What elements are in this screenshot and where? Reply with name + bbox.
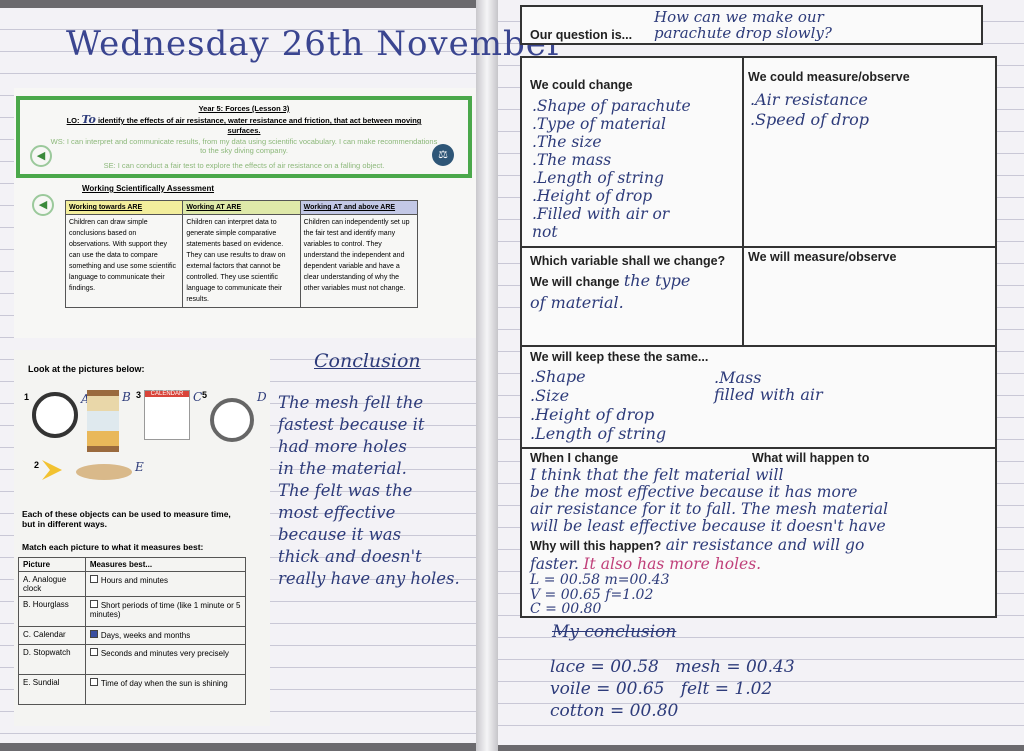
why-block: Why will this happen? air resistance and…: [530, 536, 990, 574]
my-conclusion-heading: My conclusion: [552, 622, 677, 642]
calendar-picture: 3 CALENDAR C: [136, 390, 202, 440]
will-measure-label: We will measure/observe: [748, 250, 897, 264]
keep-same-list: .Shape .Size .Height of drop .Length of …: [530, 367, 667, 443]
match-row: A. Analogue clock Hours and minutes: [18, 571, 247, 597]
keep-same-label: We will keep these the same...: [530, 350, 709, 364]
match-checkbox[interactable]: [89, 575, 98, 583]
picture-letter: C: [193, 390, 203, 404]
se-objective: SE: I can conduct a fair test to explore…: [103, 161, 385, 170]
picture-number: 2: [34, 460, 40, 470]
question-answer: How can we make our parachute drop slowl…: [654, 8, 832, 42]
match-header: Picture: [18, 557, 86, 572]
measure-cell: Time of day when the sun is shining: [100, 679, 228, 688]
objectives-sheet: Year 5: Forces (Lesson 3) LO: To identif…: [14, 88, 476, 338]
prediction-text: I think that the felt material will be t…: [530, 466, 889, 535]
picture-letter: B: [122, 390, 131, 404]
time-worksheet: Look at the pictures below: 1 A B 3 CALENDAR…: [14, 350, 270, 726]
hourglass-picture: B: [84, 390, 131, 452]
lo-text: identify the effects of air resistance, …: [97, 116, 422, 135]
picture-letter: D: [257, 390, 267, 404]
picture-number: 5: [202, 390, 208, 400]
scales-icon: ⚖: [432, 144, 454, 166]
question-label: Our question is...: [530, 28, 633, 42]
match-header: Measures best...: [84, 557, 247, 572]
could-measure-label: We could measure/observe: [748, 70, 910, 84]
conclusion-text: The mesh fell the fastest because it had…: [278, 393, 460, 588]
planning-grid: We could change .Shape of parachute .Typ…: [520, 56, 997, 618]
picture-cell: B. Hourglass: [18, 596, 86, 627]
which-variable-label: Which variable shall we change? We will …: [530, 254, 726, 289]
picture-number: 3: [136, 390, 142, 400]
why-text-pink: It also has more holes.: [583, 555, 762, 573]
match-row: E. Sundial Time of day when the sun is sh…: [18, 674, 247, 705]
when-change-label: When I change: [530, 451, 619, 465]
lo-prefix: LO:: [66, 116, 80, 125]
learning-objective: LO: To identify the effects of air resis…: [50, 113, 438, 135]
book-spine: [476, 0, 498, 751]
my-conclusion-results: lace = 00.58 mesh = 00.43 voile = 00.65 …: [550, 657, 795, 721]
why-label: Why will this happen?: [530, 539, 662, 553]
assessment-header: Working AT ARE: [182, 200, 301, 215]
match-row: B. Hourglass Short periods of time (like …: [18, 596, 247, 627]
match-checkbox[interactable]: [89, 648, 98, 656]
calendar-icon: CALENDAR: [144, 390, 191, 440]
picture-letter: E: [135, 460, 144, 474]
ws-objective: WS: I can interpret and communicate resu…: [50, 137, 438, 155]
measure-cell: Seconds and minutes very precisely: [100, 649, 229, 658]
worksheet-text2: Match each picture to what it measures b…: [22, 542, 204, 552]
hourglass-icon: [87, 390, 119, 452]
match-row: C. Calendar Days, weeks and months: [18, 626, 247, 645]
picture-cell: E. Sundial: [18, 674, 86, 705]
measure-cell: Short periods of time (like 1 minute or …: [89, 601, 241, 619]
picture-cell: C. Calendar: [18, 626, 86, 645]
assessment-cell: Children can draw simple conclusions bas…: [64, 214, 184, 308]
match-table: Picture Measures best... A. Analogue clock…: [18, 557, 247, 705]
worksheet-text1: Each of these objects can be used to mea…: [22, 509, 231, 529]
clock-icon: [32, 392, 79, 438]
match-checkbox[interactable]: [89, 678, 98, 686]
results-notes: L = 00.58 m=00.43 V = 00.65 f=1.02 C = 0…: [530, 572, 670, 617]
lesson-heading: Year 5: Forces (Lesson 3): [198, 104, 290, 113]
picture-cell: D. Stopwatch: [18, 644, 86, 675]
measure-cell: Hours and minutes: [100, 576, 168, 585]
date-title: Wednesday 26th November: [66, 24, 565, 64]
megaphone-icon: ◀: [30, 145, 52, 167]
picture-letter: A: [81, 392, 90, 406]
objectives-box: Year 5: Forces (Lesson 3) LO: To identif…: [16, 96, 472, 178]
keep-same-list-2: .Mass filled with air: [714, 368, 823, 404]
measure-cell: Days, weeks and months: [100, 631, 191, 640]
could-change-label: We could change: [530, 78, 633, 92]
match-checkbox[interactable]: [89, 630, 98, 638]
assessment-title: Working Scientifically Assessment: [82, 184, 215, 193]
conclusion-heading: Conclusion: [314, 350, 421, 372]
what-happen-label: What will happen to: [752, 451, 870, 465]
stopwatch-icon: [210, 390, 255, 442]
match-checkbox[interactable]: [89, 600, 98, 608]
picture-number: 1: [24, 392, 30, 402]
lo-correction: To: [81, 113, 96, 126]
why-text: air resistance and will go faster.: [530, 536, 865, 573]
assessment-header: Working AT and above ARE: [299, 200, 419, 215]
could-measure-list: .Air resistance .Speed of drop: [750, 90, 869, 129]
match-row: D. Stopwatch Seconds and minutes very pre…: [18, 644, 247, 675]
sundial-icon: [42, 460, 133, 480]
which-variable-block: Which variable shall we change? We will …: [530, 252, 735, 314]
assessment-header: Working towards ARE: [64, 200, 184, 215]
assessment-table: Working towards ARE Working AT ARE Working…: [64, 200, 419, 308]
could-change-list: .Shape of parachute .Type of material .T…: [532, 97, 691, 241]
assessment-cell: Children can interpret data to generate …: [182, 214, 301, 308]
assessment-cell: Children can independently set up the fa…: [299, 214, 419, 308]
which-variable-answer: the type of material.: [530, 271, 691, 312]
question-box: Our question is... How can we make our p…: [520, 5, 983, 45]
picture-cell: A. Analogue clock: [18, 571, 86, 597]
worksheet-instruction: Look at the pictures below:: [28, 364, 145, 374]
calendar-label: CALENDAR: [145, 391, 190, 397]
megaphone-icon: ◀: [32, 194, 54, 216]
